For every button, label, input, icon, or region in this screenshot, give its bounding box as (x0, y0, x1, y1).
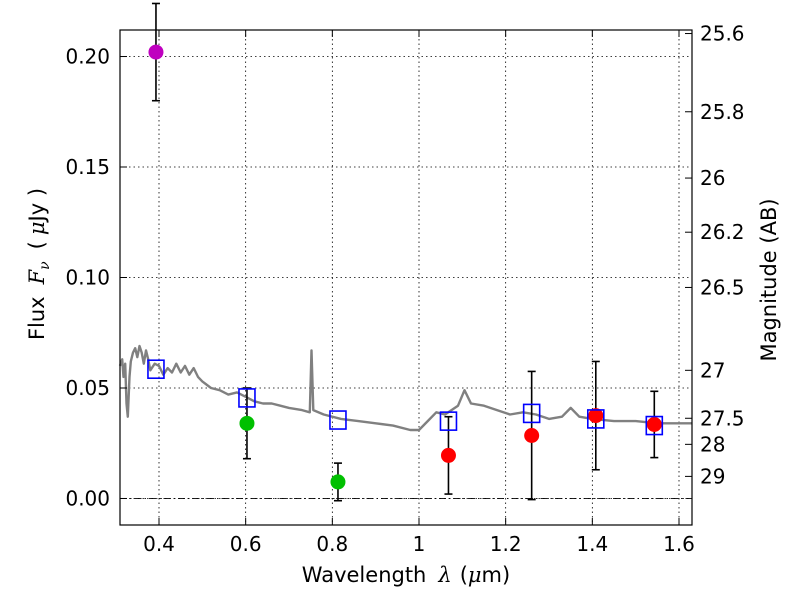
x-axis-title: Wavelength λ (μm) (302, 563, 510, 587)
observed-flux-point (440, 447, 456, 463)
x-tick-label: 0.6 (230, 532, 262, 556)
y-tick-label: 0.00 (65, 486, 110, 510)
model-band-square (645, 415, 664, 436)
right-tick-label: 29 (700, 464, 725, 488)
model-band-square (329, 410, 347, 430)
x-tick-label: 1.4 (576, 532, 608, 556)
x-tick-label: 1 (413, 532, 426, 556)
y-axis-title: Flux Fν ( μJy ) (25, 188, 53, 340)
right-tick-label: 27 (700, 358, 725, 382)
model-band-square (439, 411, 458, 431)
x-axis-unit-mu: μ (468, 563, 482, 587)
y-axis-unit-open: ( (25, 241, 49, 249)
x-tick-label: 1.6 (663, 532, 695, 556)
x-axis-symbol: λ (437, 563, 451, 587)
model-band-square (238, 388, 256, 408)
model-band-layer (147, 359, 664, 436)
model-band-square (522, 403, 541, 424)
x-tick-label: 0.4 (143, 532, 175, 556)
observed-flux-point (148, 44, 164, 60)
x-axis-unit-open: ( (460, 563, 468, 587)
observed-flux-point (330, 474, 346, 490)
x-tick-label: 0.8 (316, 532, 348, 556)
y-axis-subscript: ν (37, 261, 53, 270)
sed-model-line (118, 344, 692, 432)
right-tick-label: 26.5 (700, 275, 745, 299)
y-tick-label: 0.10 (65, 266, 110, 290)
y-axis-unit-rest: Jy ) (25, 188, 49, 224)
observed-flux-point (646, 416, 662, 432)
right-tick-label: 26.2 (700, 220, 745, 244)
tick-layer: 0.4 0.6 0.8 1 1.2 1.4 1.6 0.00 0.05 0.10 0.15 0.20 2… (65, 22, 744, 556)
model-band-square (147, 359, 165, 380)
y-tick-label: 0.15 (65, 155, 110, 179)
right-tick-label: 25.6 (700, 22, 745, 46)
y-axis-unit-mu: μ (25, 221, 49, 235)
right-tick-label: 25.8 (700, 100, 745, 124)
x-axis-label: Wavelength (302, 563, 427, 587)
right-axis-title: Magnitude (AB) (757, 198, 781, 361)
x-tick-label: 1.2 (490, 532, 522, 556)
observed-flux-point (524, 428, 540, 444)
observed-point-layer (148, 44, 662, 490)
y-tick-label: 0.05 (65, 376, 110, 400)
model-band-square (586, 409, 605, 429)
right-tick-label: 27.5 (700, 406, 745, 430)
y-tick-label: 0.20 (65, 45, 110, 69)
observed-flux-point (239, 415, 255, 431)
observed-flux-point (588, 408, 604, 424)
x-axis-unit-rest: m) (482, 563, 511, 587)
sed-model-layer (118, 344, 692, 432)
grid-layer (120, 30, 692, 525)
y-axis-label: Flux (25, 296, 49, 340)
right-tick-label: 26 (700, 166, 725, 190)
y-axis-symbol: F (25, 268, 49, 285)
right-tick-label: 28 (700, 432, 725, 456)
